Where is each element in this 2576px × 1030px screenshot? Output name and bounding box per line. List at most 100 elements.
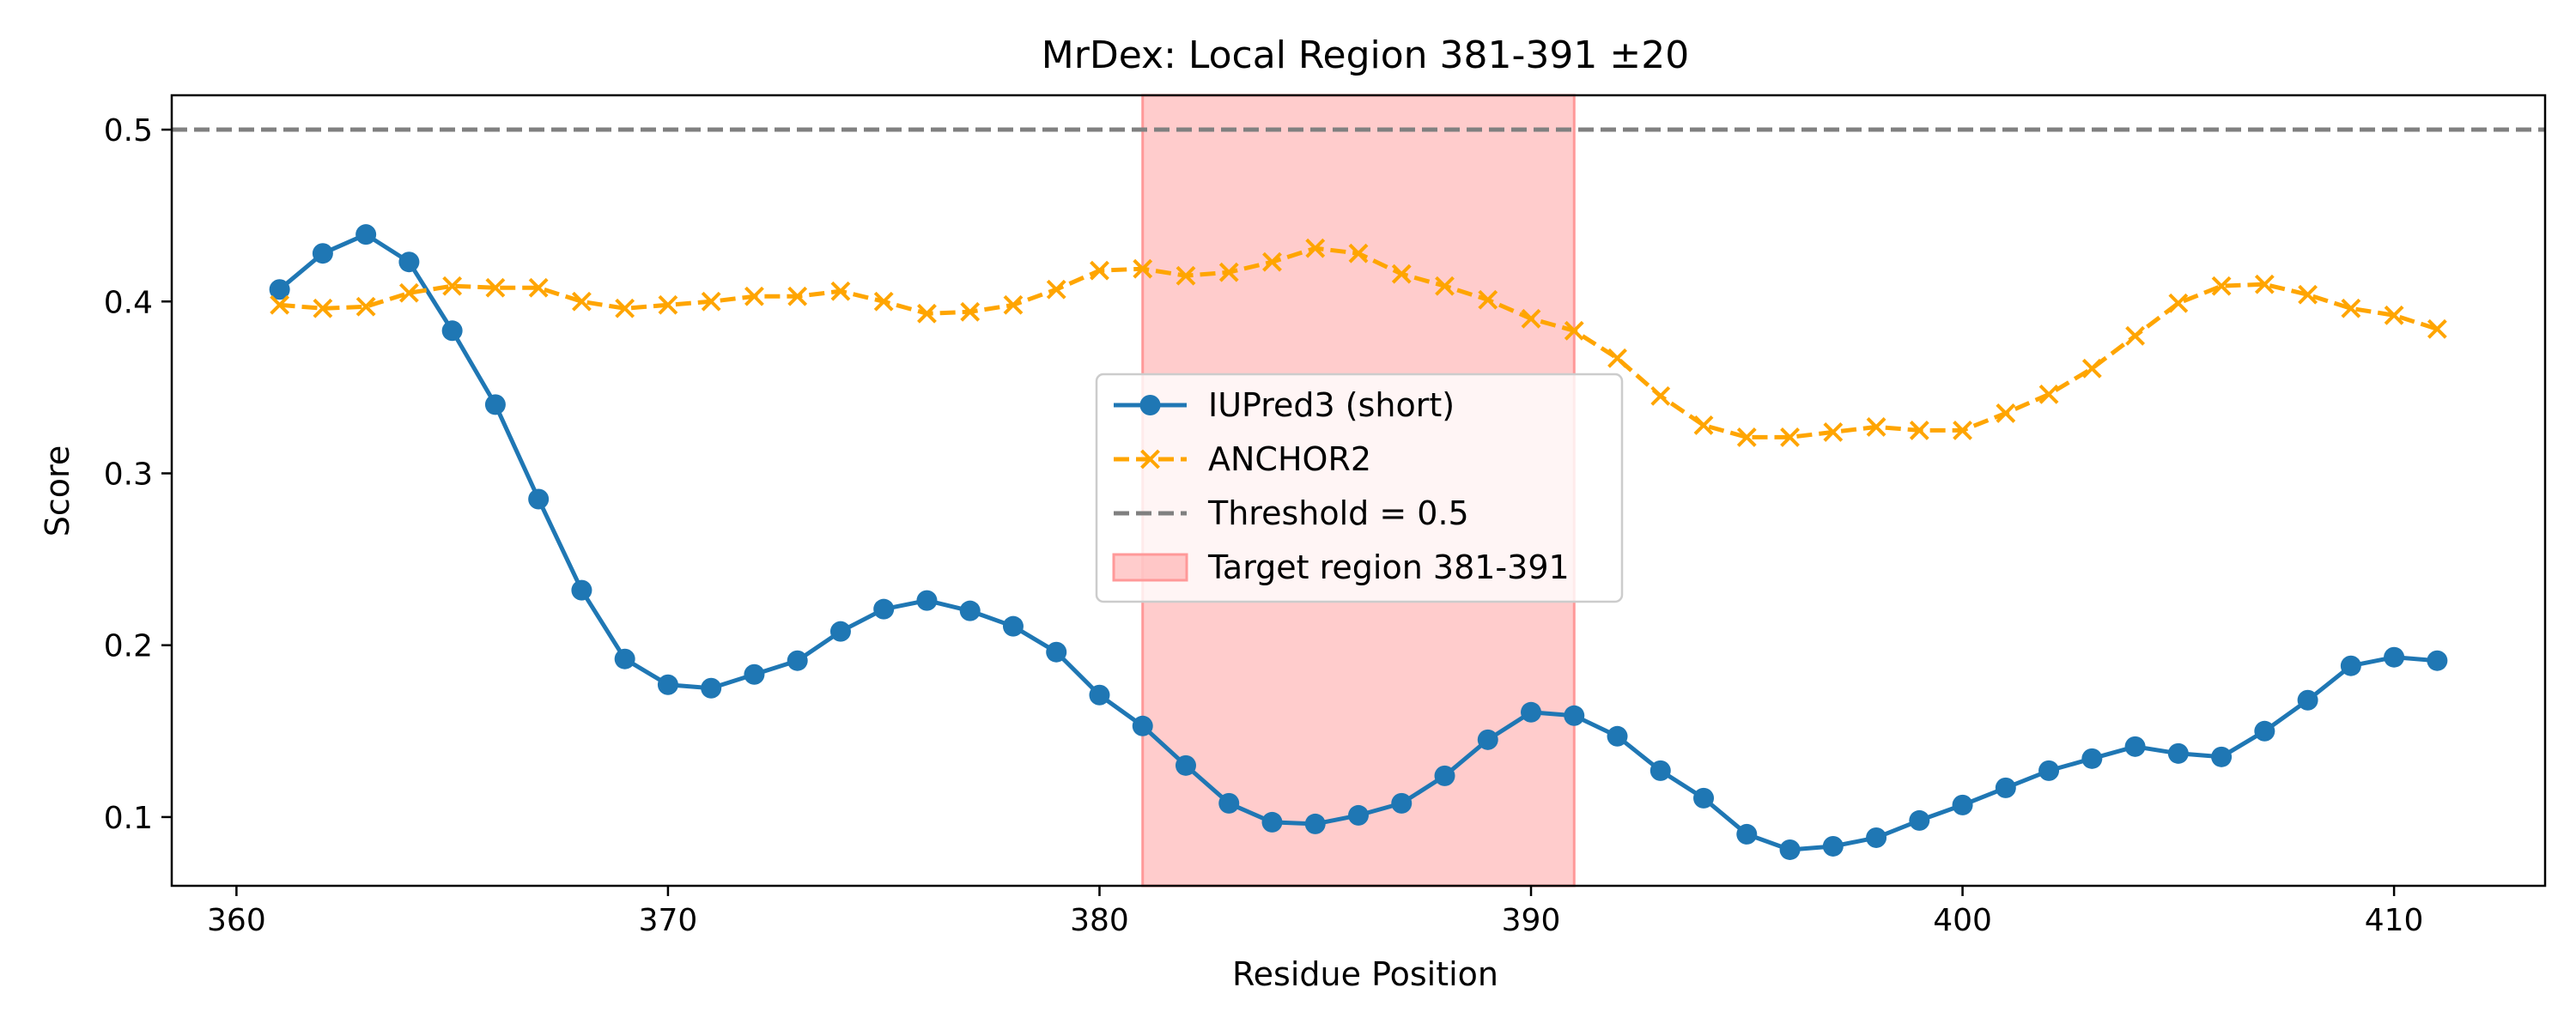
y-tick-label: 0.3 <box>104 457 153 492</box>
series-1-point <box>917 303 937 324</box>
series-0-point <box>916 590 938 611</box>
series-0-point <box>1866 827 1887 848</box>
legend-handle-patch <box>1112 553 1188 582</box>
series-0-point <box>312 243 333 264</box>
series-1-point <box>1780 427 1800 447</box>
series-1-point <box>1478 289 1498 310</box>
series-1-point <box>528 277 549 298</box>
series-1-point <box>1046 279 1066 300</box>
y-tick-label: 0.5 <box>104 113 153 148</box>
series-1-point <box>270 294 290 315</box>
series-0-point <box>1089 684 1110 706</box>
series-1-point <box>1090 260 1109 281</box>
series-1-point <box>398 282 419 303</box>
series-0-point <box>2340 655 2361 676</box>
series-1-point <box>2254 274 2275 294</box>
series-1-point <box>873 291 894 312</box>
series-0-point <box>1607 725 1628 747</box>
series-1-point <box>2384 305 2404 325</box>
series-0-point <box>2297 689 2318 711</box>
series-0-point <box>1521 701 1542 723</box>
series-0-point <box>355 224 377 245</box>
series-1-point <box>355 296 376 317</box>
chart-title: MrDex: Local Region 381-391 ±20 <box>1042 33 1689 77</box>
series-0-point <box>959 600 981 621</box>
series-1-point <box>1435 276 1455 296</box>
y-tick-label: 0.2 <box>104 629 153 664</box>
series-0-point <box>571 579 592 601</box>
series-0-point <box>398 251 420 273</box>
series-0-point <box>2038 760 2060 781</box>
x-tick-label: 380 <box>1070 903 1129 938</box>
series-0-point <box>1736 823 1758 845</box>
series-1-point <box>2168 293 2189 313</box>
series-0-point <box>1693 787 1715 809</box>
y-tick-label: 0.4 <box>104 285 153 320</box>
series-0-point <box>1304 813 1326 834</box>
series-0-point <box>744 663 765 685</box>
series-1-point <box>2125 325 2145 346</box>
series-0-point <box>1046 641 1067 663</box>
series-1-point <box>1176 265 1196 286</box>
series-0-point <box>614 648 635 670</box>
series-1-point <box>787 286 808 306</box>
series-0-point <box>2167 742 2189 764</box>
series-0-point <box>1952 794 1973 815</box>
series-1-point <box>1521 308 1541 329</box>
series-1-point <box>1564 320 1584 341</box>
series-0-point <box>2211 746 2233 767</box>
x-tick-label: 400 <box>1933 903 1992 938</box>
legend-box <box>1095 373 1624 603</box>
series-1-point <box>830 281 851 301</box>
series-1-point <box>2211 276 2232 296</box>
series-0-point <box>1175 754 1196 776</box>
series-0-point <box>1779 839 1801 860</box>
x-tick-label: 390 <box>1502 903 1561 938</box>
legend-label: Threshold = 0.5 <box>1207 494 1469 532</box>
series-0-point <box>1002 615 1024 637</box>
series-0-point <box>1477 729 1498 750</box>
axes-frame <box>170 94 2547 888</box>
series-0-point <box>1564 705 1585 726</box>
series-0-point <box>829 621 851 642</box>
y-axis-label: Score <box>39 445 76 536</box>
series-0-point <box>1649 760 1671 781</box>
x-tick-label: 360 <box>207 903 266 938</box>
series-1-point <box>1348 243 1369 264</box>
series-1-point <box>313 298 333 318</box>
series-1-point <box>2298 284 2318 305</box>
series-1-point <box>442 276 463 296</box>
series-0-point <box>528 488 550 510</box>
series-1-point <box>1391 264 1412 284</box>
x-tick-label: 370 <box>639 903 698 938</box>
series-0-point <box>2384 646 2405 668</box>
series-1-point <box>2341 298 2361 318</box>
series-1-point <box>1262 251 1282 272</box>
x-tick-label: 410 <box>2365 903 2424 938</box>
series-0-point <box>484 394 506 415</box>
legend-label: ANCHOR2 <box>1208 440 1371 478</box>
series-0-point <box>1261 811 1283 833</box>
series-1-point <box>658 294 678 315</box>
legend: IUPred3 (short) ANCHOR2 Threshold = 0.5 Tar… <box>1095 373 1624 603</box>
series-1-point <box>1650 385 1671 406</box>
axes: 360 370 380 390 400 410 0.1 0.2 0.3 0.4 0.5 <box>104 94 2547 938</box>
series-0-point <box>1218 792 1240 814</box>
series-0-point <box>1909 809 1930 831</box>
series-1-point <box>1736 427 1757 447</box>
legend-label: IUPred3 (short) <box>1208 386 1455 424</box>
series-0-point <box>1132 715 1153 736</box>
series-1-point <box>1909 421 1929 440</box>
series-1-point <box>1607 348 1627 368</box>
series-0-point <box>1995 777 2016 798</box>
series-1-point <box>1305 238 1326 258</box>
legend-label: Target region 381-391 <box>1207 548 1570 586</box>
x-axis-label: Residue Position <box>1232 955 1498 993</box>
series-1-point <box>615 298 635 318</box>
series-0-point <box>1348 804 1369 826</box>
series-0-point <box>2081 748 2103 769</box>
series-1-point <box>1866 417 1886 437</box>
series-0-point <box>441 320 463 342</box>
series-1-point <box>1953 421 1972 440</box>
series-1-point <box>2038 384 2059 404</box>
